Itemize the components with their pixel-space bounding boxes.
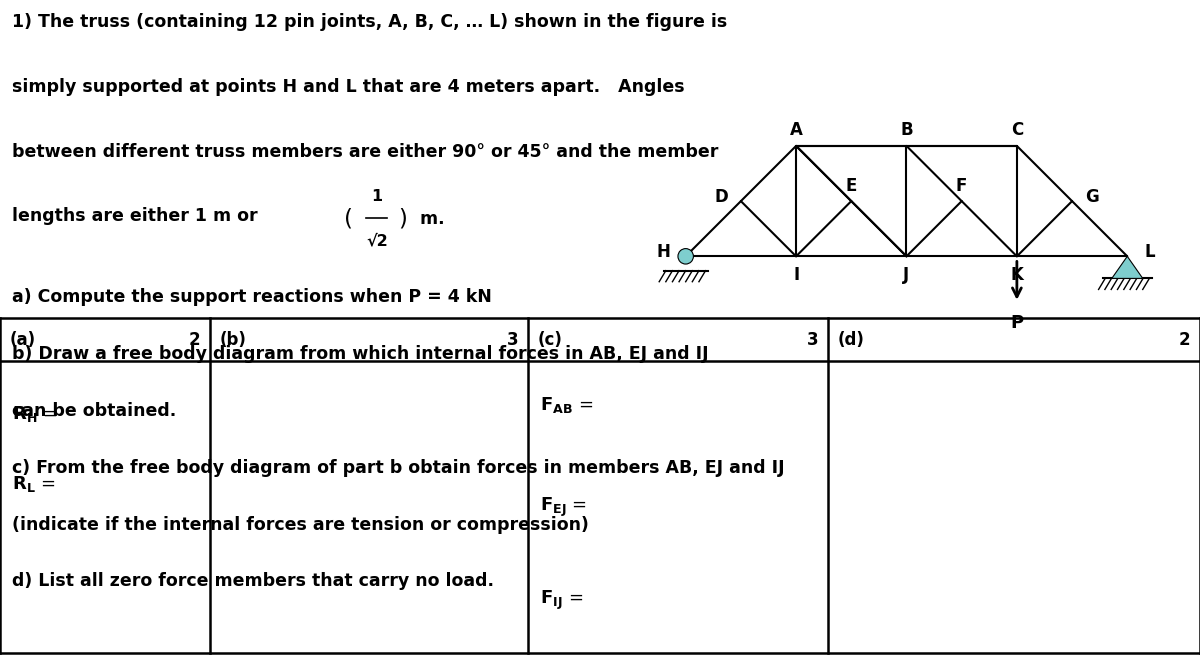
- Text: F: F: [956, 176, 967, 195]
- Text: E: E: [846, 176, 857, 195]
- Text: $\mathbf{F_{EJ}}$ =: $\mathbf{F_{EJ}}$ =: [540, 495, 587, 518]
- Text: 1: 1: [371, 189, 383, 204]
- Text: lengths are either 1 m or: lengths are either 1 m or: [12, 207, 264, 225]
- Text: c) From the free body diagram of part b obtain forces in members AB, EJ and IJ: c) From the free body diagram of part b …: [12, 459, 785, 477]
- Text: L: L: [1144, 243, 1154, 261]
- Text: (a): (a): [10, 331, 36, 349]
- Text: (d): (d): [838, 331, 864, 349]
- Text: 3: 3: [506, 331, 518, 349]
- Text: (indicate if the internal forces are tension or compression): (indicate if the internal forces are ten…: [12, 516, 589, 534]
- Text: (: (: [344, 208, 354, 230]
- Text: a) Compute the support reactions when P = 4 kN: a) Compute the support reactions when P …: [12, 288, 492, 306]
- Text: $\mathbf{R_H}$ =: $\mathbf{R_H}$ =: [12, 404, 58, 424]
- Text: A: A: [790, 121, 803, 139]
- Text: I: I: [793, 266, 799, 284]
- Text: (c): (c): [538, 331, 563, 349]
- Text: 3: 3: [806, 331, 818, 349]
- Text: K: K: [1010, 266, 1024, 284]
- Polygon shape: [1112, 257, 1142, 278]
- Text: ): ): [398, 208, 407, 230]
- Circle shape: [678, 249, 694, 264]
- Text: D: D: [714, 188, 728, 206]
- Text: B: B: [900, 121, 913, 139]
- Text: G: G: [1085, 188, 1099, 206]
- Text: (b): (b): [220, 331, 246, 349]
- Text: 2: 2: [1178, 331, 1190, 349]
- Text: d) List all zero force members that carry no load.: d) List all zero force members that carr…: [12, 572, 494, 591]
- Text: 1) The truss (containing 12 pin joints, A, B, C, … L) shown in the figure is: 1) The truss (containing 12 pin joints, …: [12, 13, 727, 31]
- Text: b) Draw a free body diagram from which internal forces in AB, EJ and IJ: b) Draw a free body diagram from which i…: [12, 345, 709, 363]
- Text: can be obtained.: can be obtained.: [12, 402, 176, 420]
- Text: $\mathbf{R_L}$ =: $\mathbf{R_L}$ =: [12, 473, 55, 494]
- Text: C: C: [1010, 121, 1024, 139]
- Text: √2: √2: [366, 233, 388, 249]
- Text: P: P: [1010, 314, 1024, 332]
- Text: $\mathbf{F_{AB}}$ =: $\mathbf{F_{AB}}$ =: [540, 395, 593, 415]
- Text: 2: 2: [188, 331, 200, 349]
- Text: $\mathbf{F_{IJ}}$ =: $\mathbf{F_{IJ}}$ =: [540, 589, 583, 612]
- Text: J: J: [904, 266, 910, 284]
- Text: simply supported at points H and L that are 4 meters apart.   Angles: simply supported at points H and L that …: [12, 78, 685, 96]
- Text: m.: m.: [414, 210, 444, 228]
- Text: H: H: [656, 243, 671, 261]
- Text: between different truss members are either 90° or 45° and the member: between different truss members are eith…: [12, 143, 719, 160]
